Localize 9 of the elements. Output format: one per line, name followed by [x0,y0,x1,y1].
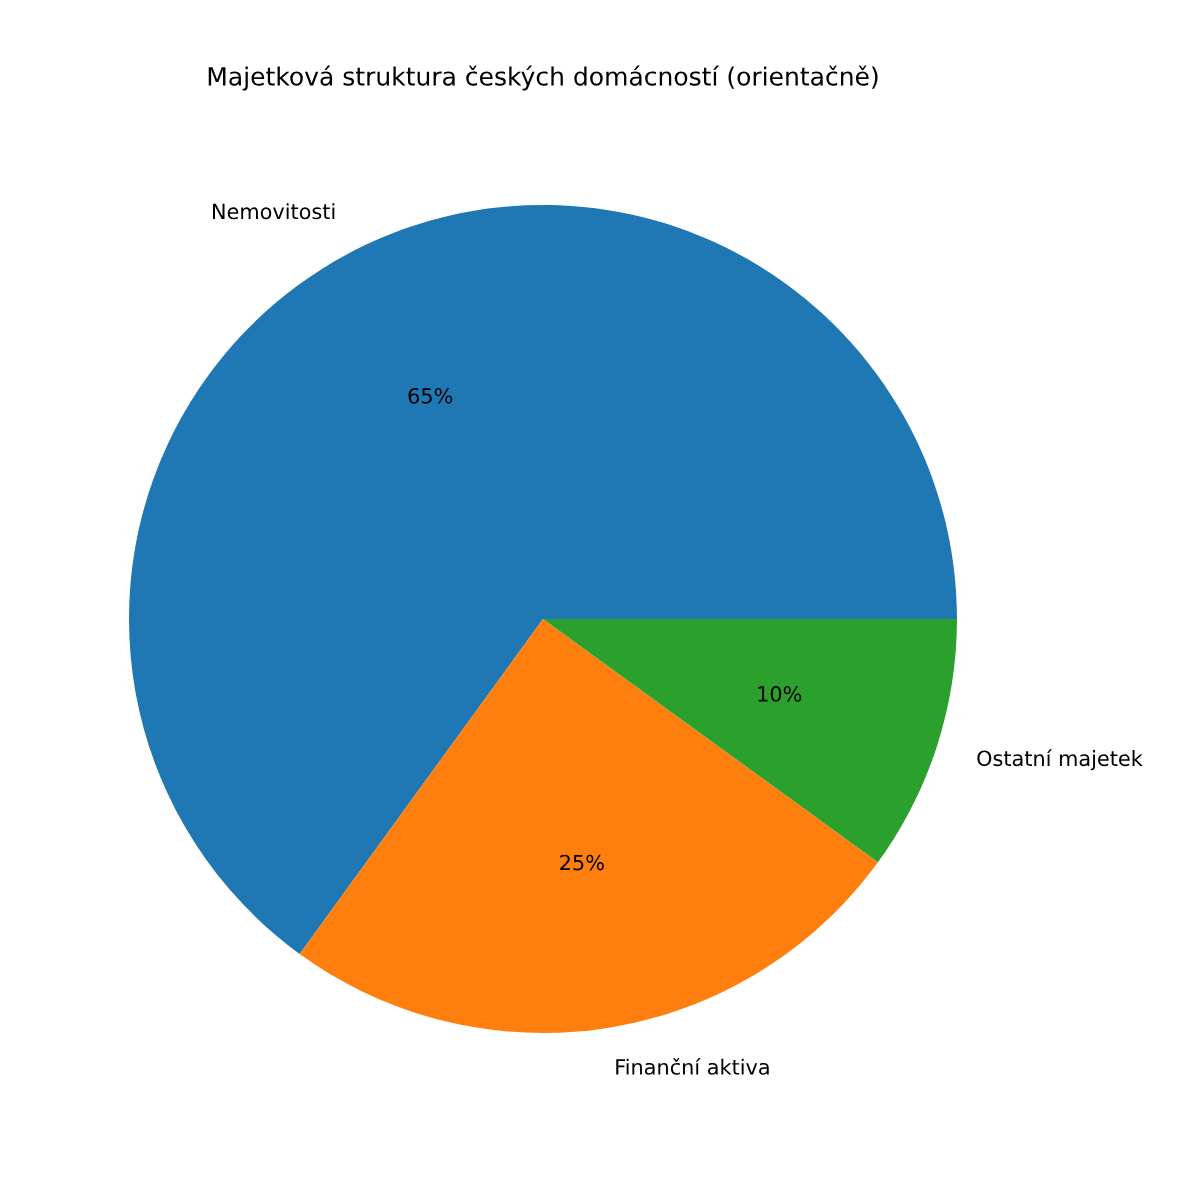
slice-label: Finanční aktiva [616,1057,769,1075]
data-label: 65% [408,387,453,404]
slice-label: Ostatní majetek [977,749,1143,771]
data-label: 25% [560,854,604,871]
pie-slice [299,619,878,1033]
pie-slice [129,205,957,954]
data-label: 10% [758,686,802,702]
slice-label: Nemovitosti [213,203,335,220]
chart-title: Majetková struktura českých domácností (orientačně) [208,65,878,91]
